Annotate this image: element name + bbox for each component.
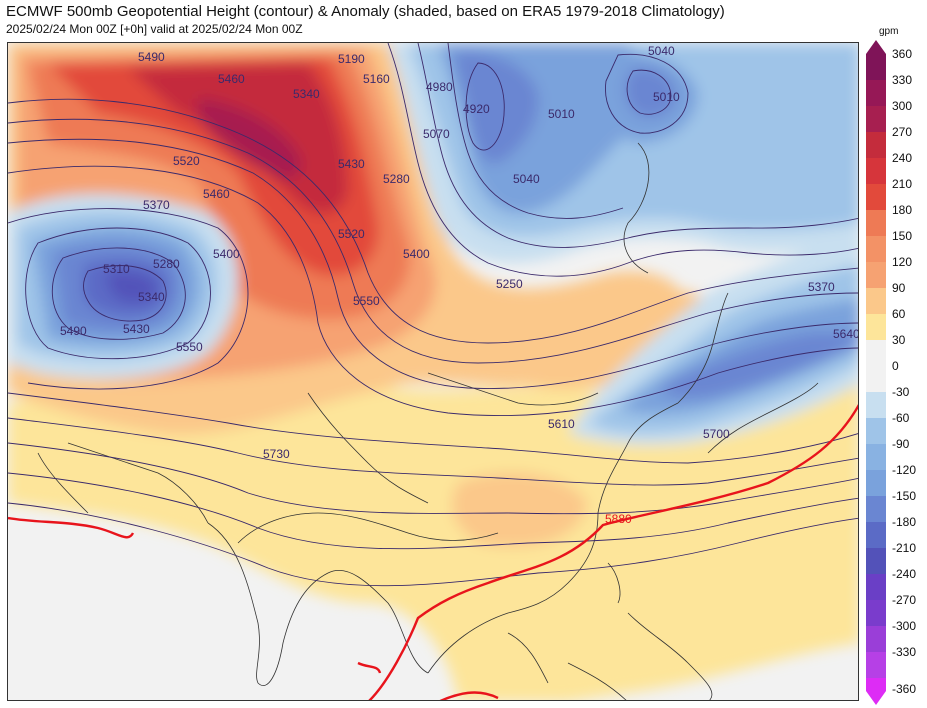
contour-label: 5400 [213,247,240,261]
height-contours [8,43,858,587]
contour-label: 5040 [513,172,540,186]
colorbar-bottom-arrow [866,691,886,705]
contour-label: 5430 [123,322,150,336]
colorbar-tick: 360 [892,47,913,61]
contour-label: 5340 [293,87,320,101]
coastlines [37,142,819,700]
contour-label: 5250 [496,277,523,291]
colorbar-tick: 300 [892,99,913,113]
contour-label: 5730 [263,447,290,461]
contour-label: 5490 [138,50,165,64]
contour-label: 5520 [173,154,200,168]
contour-label: 5280 [153,257,180,271]
contour-label: 5160 [363,72,390,86]
contour-label: 5550 [176,340,203,354]
colorbar-tick: -360 [892,682,917,696]
contour-label: 5430 [338,157,365,171]
contour-label: 5190 [338,52,365,66]
colorbar-tick: 60 [892,307,906,321]
colorbar-tick: 180 [892,203,913,217]
contour-label: 4980 [426,80,453,94]
colorbar-tick: 330 [892,73,913,87]
colorbar-tick: -300 [892,619,917,633]
anomaly-shading [8,43,858,700]
colorbar-tick: 270 [892,125,913,139]
contour-label: 5700 [703,427,730,441]
contour-labels: 5490 5460 5340 5190 5160 4980 4920 5070 … [60,44,859,526]
colorbar-tick: 240 [892,151,913,165]
colorbar-tick: -180 [892,515,917,529]
colorbar-tick: -60 [892,411,910,425]
contour-label: 5640 [833,327,859,341]
contour-label: 5010 [653,90,680,104]
contour-label: 5400 [403,247,430,261]
contour-label: 5610 [548,417,575,431]
colorbar-unit: gpm [879,26,899,37]
contour-label-5880: 5880 [605,512,632,526]
contour-label: 5310 [103,262,130,276]
colorbar-tick: 210 [892,177,913,191]
contour-label: 5040 [648,44,675,58]
contour-label: 5460 [203,187,230,201]
contour-label: 4920 [463,102,490,116]
map-title: ECMWF 500mb Geopotential Height (contour… [6,3,725,20]
contour-label: 5070 [423,127,450,141]
contour-label: 5280 [383,172,410,186]
contour-label: 5010 [548,107,575,121]
line-5880 [8,404,858,700]
colorbar-tick: -270 [892,593,917,607]
map-canvas: 5490 5460 5340 5190 5160 4980 4920 5070 … [8,43,859,700]
colorbar-tick: 120 [892,255,913,269]
colorbar-tick: 0 [892,359,899,373]
colorbar-tick: -330 [892,645,917,659]
colorbar-tick: 30 [892,333,906,347]
contour-label: 5460 [218,72,245,86]
anomaly-map: 5490 5460 5340 5190 5160 4980 4920 5070 … [7,42,859,701]
contour-label: 5490 [60,324,87,338]
colorbar-tick: -120 [892,463,917,477]
map-subtitle: 2025/02/24 Mon 00Z [+0h] valid at 2025/0… [6,22,303,36]
contour-label: 5370 [143,198,170,212]
colorbar-tick: -90 [892,437,910,451]
contour-label: 5520 [338,227,365,241]
colorbar-top-arrow [866,40,886,54]
contour-label: 5370 [808,280,835,294]
colorbar-tick: 150 [892,229,913,243]
colorbar-tick: -210 [892,541,917,555]
colorbar [866,40,886,705]
colorbar-tick: -150 [892,489,917,503]
colorbar-tick: -240 [892,567,917,581]
colorbar-tick: -30 [892,385,910,399]
contour-label: 5340 [138,290,165,304]
colorbar-tick: 90 [892,281,906,295]
contour-label: 5550 [353,294,380,308]
